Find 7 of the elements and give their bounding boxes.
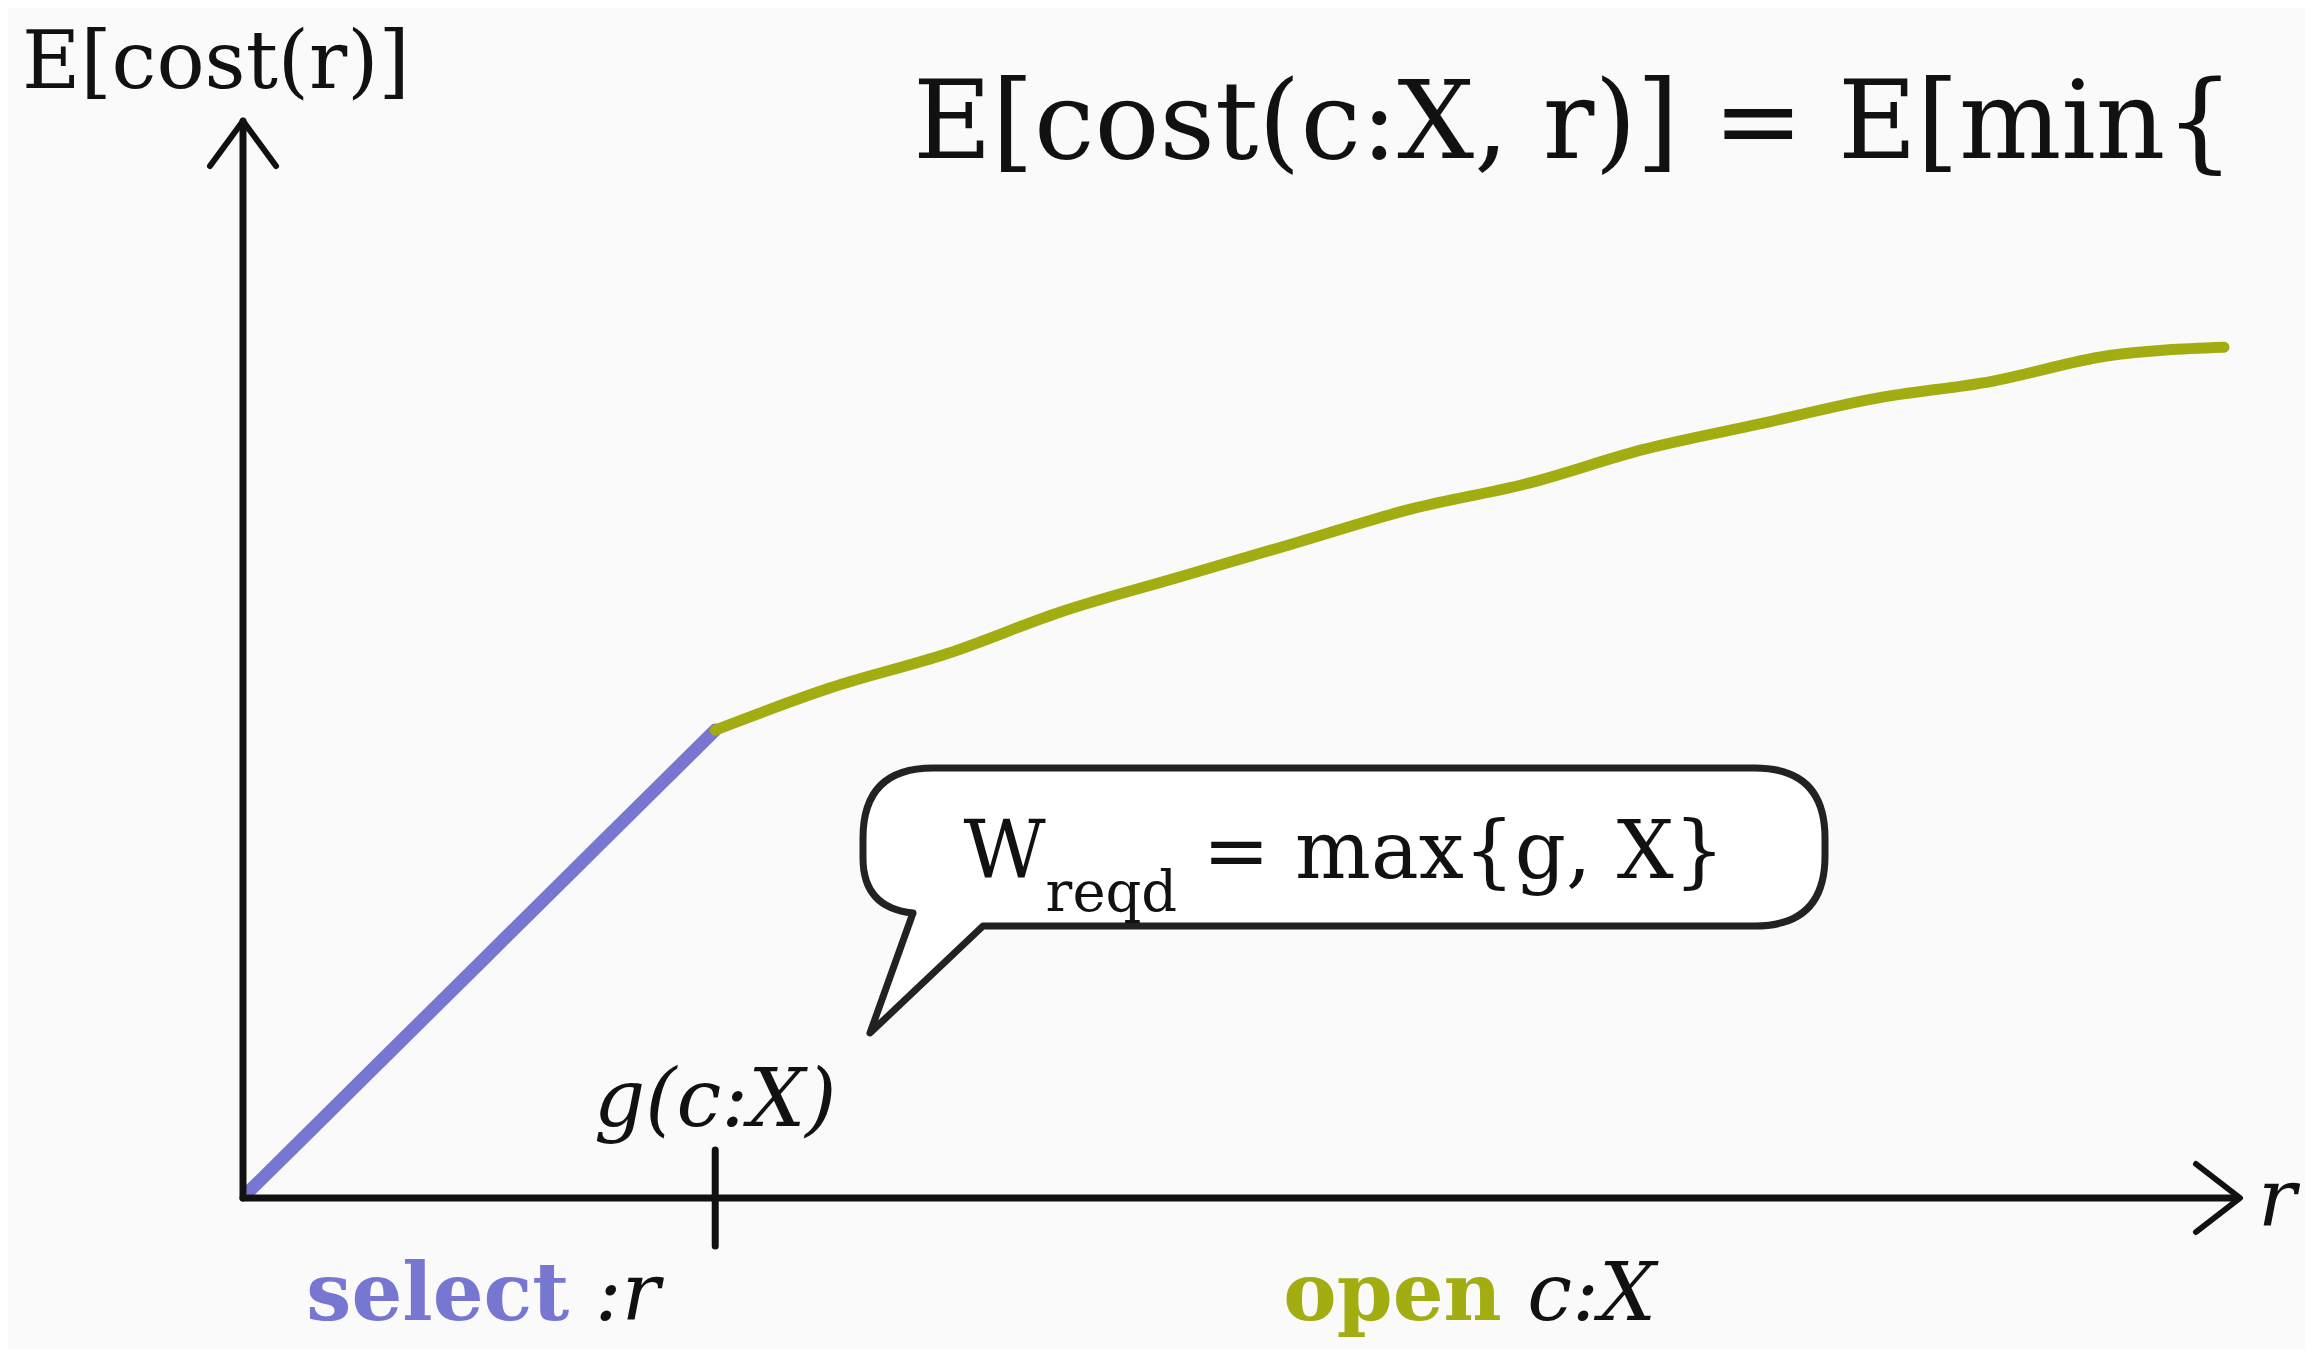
y-axis-title: E[cost(r)] bbox=[22, 14, 410, 107]
text: open c:X bbox=[1283, 1245, 1659, 1339]
series-label: select :r bbox=[306, 1245, 665, 1339]
x-axis-title: r bbox=[2258, 1152, 2301, 1245]
annotation: g(c:X) bbox=[594, 1052, 837, 1145]
chart-title: E[cost(c:X, r)] = E[min{ bbox=[913, 58, 2235, 183]
annotation: W$_{reqd}$ = max{g, X} bbox=[963, 804, 1725, 924]
